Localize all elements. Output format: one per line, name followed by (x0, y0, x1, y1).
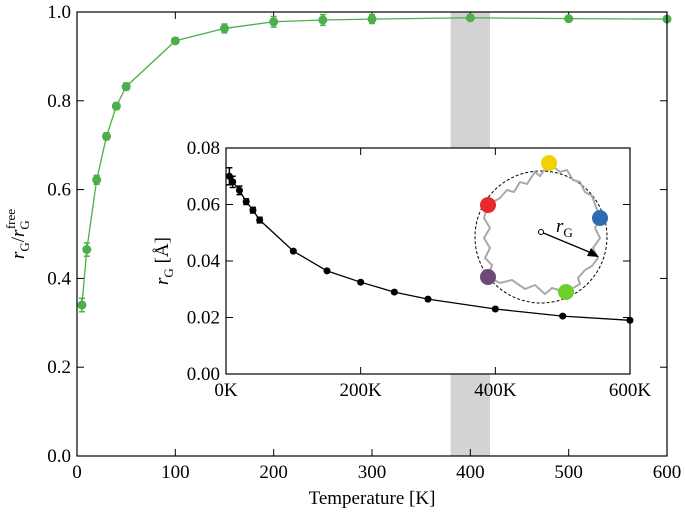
label-part: [Å] (152, 237, 173, 268)
chain (482, 162, 567, 296)
data-point (465, 13, 475, 23)
data-point (564, 14, 574, 24)
data-point (367, 14, 377, 24)
y-tick-label: 0.06 (187, 195, 220, 216)
x-tick-label: 0 (72, 462, 82, 483)
data-point (269, 17, 279, 27)
radius-arrow (540, 231, 595, 255)
chain (548, 162, 602, 293)
data-point (559, 312, 567, 320)
label-part: r (8, 251, 29, 259)
x-tick-label: 200K (340, 380, 383, 401)
label-part: free (3, 209, 18, 229)
x-tick-label: 200 (259, 462, 288, 483)
dashed-circle (474, 170, 608, 304)
x-tick-label: 400 (456, 462, 485, 483)
main-plot: 0 100 200 300 400 500 600 0.0 0.2 0.4 0.6 0.8 1.0 Tem… (3, 2, 681, 509)
data-point (318, 15, 328, 25)
data-point (390, 288, 398, 296)
x-axis-label: Temperature [K] (309, 488, 436, 509)
x-tick-label: 0K (214, 380, 238, 401)
y-tick-label: 0.00 (187, 364, 220, 385)
bead (558, 284, 574, 300)
plot-frame (225, 147, 631, 375)
data-point (225, 172, 233, 180)
plot-frame (76, 11, 668, 457)
y-tick-label: 0.0 (47, 446, 71, 467)
data-point (229, 178, 237, 186)
data-point (121, 82, 131, 92)
y-axis-label: rG/rGfree (3, 209, 32, 259)
inset-background (226, 148, 630, 374)
data-point (256, 216, 264, 224)
data-point (92, 175, 102, 185)
label-part: r (152, 277, 173, 285)
center-dot (538, 229, 544, 235)
data-point (220, 23, 229, 33)
x-tick-label: 600 (653, 462, 682, 483)
annotation: rG (556, 216, 573, 240)
bead (592, 210, 608, 226)
bead (541, 155, 557, 171)
bead (480, 197, 496, 213)
data-point (289, 247, 297, 255)
data-point (323, 267, 331, 275)
x-tick-label: 300 (358, 462, 387, 483)
data-point (357, 278, 365, 286)
y-axis-label: rG [Å] (152, 237, 176, 285)
label-part: G (563, 225, 572, 240)
x-tick-label: 600K (609, 380, 652, 401)
label-part: G (17, 242, 32, 251)
label-part: / (8, 236, 29, 242)
data-point (424, 295, 432, 303)
y-tick-label: 0.8 (47, 91, 71, 112)
x-tick-label: 400K (474, 380, 517, 401)
data-point (242, 198, 250, 206)
y-tick-label: 0.4 (47, 268, 71, 289)
chain-diagram: rG (474, 155, 608, 304)
arrow-head (587, 248, 599, 257)
series-line (81, 17, 668, 306)
x-tick-label: 500 (554, 462, 583, 483)
data-point (82, 245, 92, 255)
data-point (170, 36, 180, 46)
y-tick-label: 1.0 (47, 2, 71, 23)
data-point (491, 305, 499, 313)
data-point (102, 131, 111, 141)
data-point (249, 206, 257, 214)
y-tick-label: 0.08 (187, 138, 220, 159)
label-part: G (17, 220, 32, 229)
y-tick-label: 0.6 (47, 180, 71, 201)
label-part: r (8, 229, 29, 237)
data-point (235, 186, 243, 194)
label-part: G (161, 268, 176, 277)
label-part: r (556, 216, 564, 237)
y-tick-label: 0.04 (187, 251, 221, 272)
y-tick-label: 0.2 (47, 357, 71, 378)
x-tick-label: 100 (161, 462, 190, 483)
bead (480, 269, 496, 285)
y-tick-label: 0.02 (187, 308, 220, 329)
data-point (111, 101, 121, 111)
data-point (77, 300, 87, 310)
